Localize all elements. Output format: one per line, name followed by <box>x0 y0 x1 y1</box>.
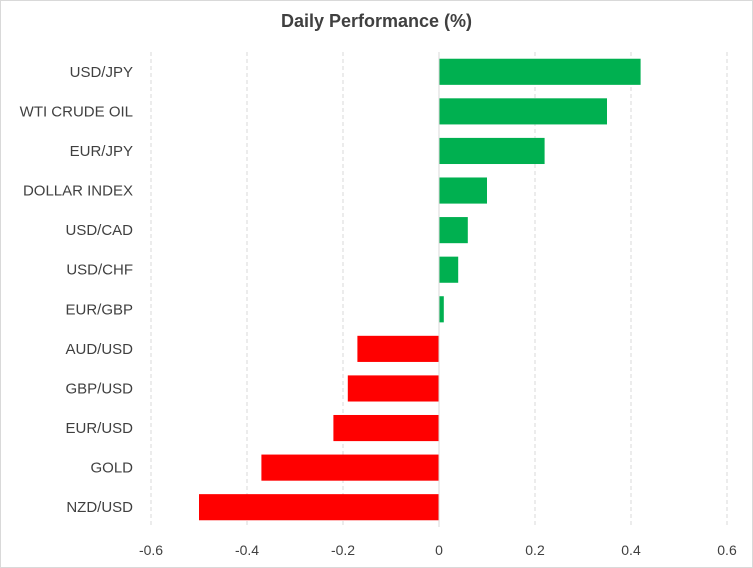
bar-layer <box>199 58 641 521</box>
x-tick-label: -0.4 <box>235 542 259 558</box>
bar-usd-cad <box>439 217 468 244</box>
category-label: USD/JPY <box>70 64 133 81</box>
bar-usd-jpy <box>439 58 641 85</box>
x-tick-label: 0.2 <box>525 542 545 558</box>
category-label: GOLD <box>90 460 133 477</box>
x-tick-label: 0 <box>435 542 443 558</box>
bar-wti-crude-oil <box>439 98 607 125</box>
bar-nzd-usd <box>199 494 439 521</box>
x-tick-label: 0.6 <box>717 542 737 558</box>
chart-title: Daily Performance (%) <box>280 11 473 31</box>
bar-eur-usd <box>333 414 439 442</box>
category-label: DOLLAR INDEX <box>23 183 133 200</box>
category-label: GBP/USD <box>65 380 133 397</box>
bar-gold <box>261 454 439 481</box>
bar-gbp-usd <box>347 375 439 402</box>
category-label: USD/CHF <box>66 262 133 279</box>
bar-usd-chf <box>439 256 459 283</box>
bar-eur-jpy <box>439 137 545 165</box>
category-label: EUR/JPY <box>70 143 133 160</box>
category-label: EUR/GBP <box>65 301 133 318</box>
bar-eur-gbp <box>439 296 444 323</box>
category-label: AUD/USD <box>65 341 133 358</box>
category-label: WTI CRUDE OIL <box>20 103 133 120</box>
x-tick-label: -0.6 <box>139 542 163 558</box>
x-tick-label: -0.2 <box>331 542 355 558</box>
label-layer: USD/JPY WTI CRUDE OIL EUR/JPY DOLLAR INDEX U… <box>20 64 737 558</box>
category-label: NZD/USD <box>66 499 133 516</box>
category-label: EUR/USD <box>65 420 133 437</box>
grid-layer <box>150 52 728 527</box>
category-label: USD/CAD <box>65 222 133 239</box>
bar-aud-usd <box>357 335 439 362</box>
bar-dollar-index <box>439 177 487 204</box>
x-tick-label: 0.4 <box>621 542 641 558</box>
